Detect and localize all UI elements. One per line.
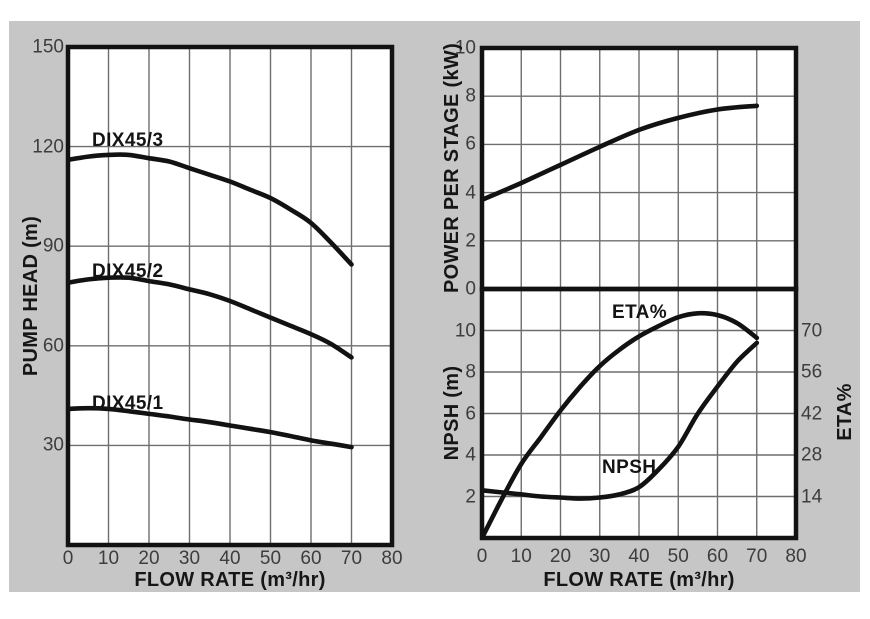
npsh_eta-x-tick-label: 30 bbox=[589, 546, 611, 567]
flow-rate-axis-title-right: FLOW RATE (m³/hr) bbox=[543, 569, 735, 591]
npsh_eta-y2-tick-label: 56 bbox=[801, 361, 823, 383]
dix45-2-curve-label: DIX45/2 bbox=[92, 261, 164, 282]
npsh_eta-x-tick-label: 40 bbox=[628, 546, 650, 567]
power-curve bbox=[481, 103, 760, 203]
power_per_stage-y-tick-label: 10 bbox=[454, 37, 476, 59]
pump_head-y-tick-label: 120 bbox=[32, 136, 64, 158]
pump_head-x-tick-label: 20 bbox=[138, 548, 160, 569]
npsh_eta-y-tick-label: 6 bbox=[465, 403, 476, 424]
pump_head-x-tick-label: 70 bbox=[340, 548, 363, 569]
npsh_eta-x-tick-label: 60 bbox=[706, 546, 729, 567]
pump_head-y-tick-label: 150 bbox=[32, 36, 64, 58]
power_per_stage-y-tick-label: 2 bbox=[465, 230, 476, 252]
dix45-1-curve-label: DIX45/1 bbox=[92, 393, 164, 414]
dix45-2-curve bbox=[67, 275, 354, 360]
npsh_eta-y-tick-label: 8 bbox=[465, 361, 476, 383]
pump_head-y-tick-label: 60 bbox=[42, 335, 64, 357]
eta-axis-title: ETA% bbox=[834, 383, 856, 441]
npsh_eta-y2-tick-label: 70 bbox=[801, 320, 823, 341]
pump_head-y-tick-label: 90 bbox=[42, 235, 64, 257]
eta--curve bbox=[481, 310, 760, 539]
power_per_stage-y-tick-label: 0 bbox=[465, 278, 476, 300]
npsh_eta-y-tick-label: 2 bbox=[465, 486, 476, 507]
npsh-curve-label: NPSH bbox=[602, 457, 657, 478]
power_per_stage-y-tick-label: 8 bbox=[465, 85, 476, 107]
pump_head-x-tick-label: 0 bbox=[62, 548, 74, 569]
pump_head-x-tick-label: 50 bbox=[259, 548, 282, 569]
pump_head-x-tick-label: 60 bbox=[300, 548, 322, 569]
power-per-stage-axis-title: POWER PER STAGE (kW) bbox=[441, 42, 463, 294]
npsh_eta-x-tick-label: 0 bbox=[476, 546, 488, 567]
npsh_eta-y2-tick-label: 14 bbox=[801, 486, 823, 507]
npsh-curve bbox=[481, 340, 760, 501]
pump_head-plot-border bbox=[65, 44, 395, 548]
npsh_eta-x-tick-label: 10 bbox=[510, 546, 532, 567]
pump_head-x-tick-label: 30 bbox=[178, 548, 201, 569]
pump_head-x-tick-label: 10 bbox=[97, 548, 120, 569]
power_per_stage-y-tick-label: 4 bbox=[465, 182, 476, 204]
pump-head-axis-title: PUMP HEAD (m) bbox=[20, 215, 42, 377]
dix45-1-curve bbox=[67, 405, 354, 450]
npsh_eta-x-tick-label: 70 bbox=[746, 546, 768, 567]
npsh_eta-x-tick-label: 50 bbox=[667, 546, 689, 567]
npsh_eta-y2-tick-label: 28 bbox=[801, 444, 823, 466]
npsh_eta-x-tick-label: 80 bbox=[785, 546, 807, 567]
eta-curve-label: ETA% bbox=[612, 302, 668, 323]
npsh-axis-title: NPSH (m) bbox=[441, 365, 463, 461]
power_per_stage-y-tick-label: 6 bbox=[465, 133, 476, 155]
dix45-3-curve-label: DIX45/3 bbox=[92, 130, 164, 151]
npsh_eta-y-tick-label: 4 bbox=[465, 444, 476, 466]
npsh_eta-y-tick-label: 10 bbox=[454, 320, 476, 341]
pump_head-x-tick-label: 40 bbox=[219, 548, 241, 569]
npsh_eta-plot-border bbox=[479, 286, 799, 541]
npsh_eta-x-tick-label: 20 bbox=[549, 546, 572, 567]
dix45-3-curve bbox=[67, 152, 354, 267]
pump_head-y-tick-label: 30 bbox=[42, 434, 64, 456]
pump_head-x-tick-label: 80 bbox=[381, 548, 403, 569]
flow-rate-axis-title-left: FLOW RATE (m³/hr) bbox=[134, 569, 326, 591]
npsh_eta-y2-tick-label: 42 bbox=[801, 403, 823, 424]
